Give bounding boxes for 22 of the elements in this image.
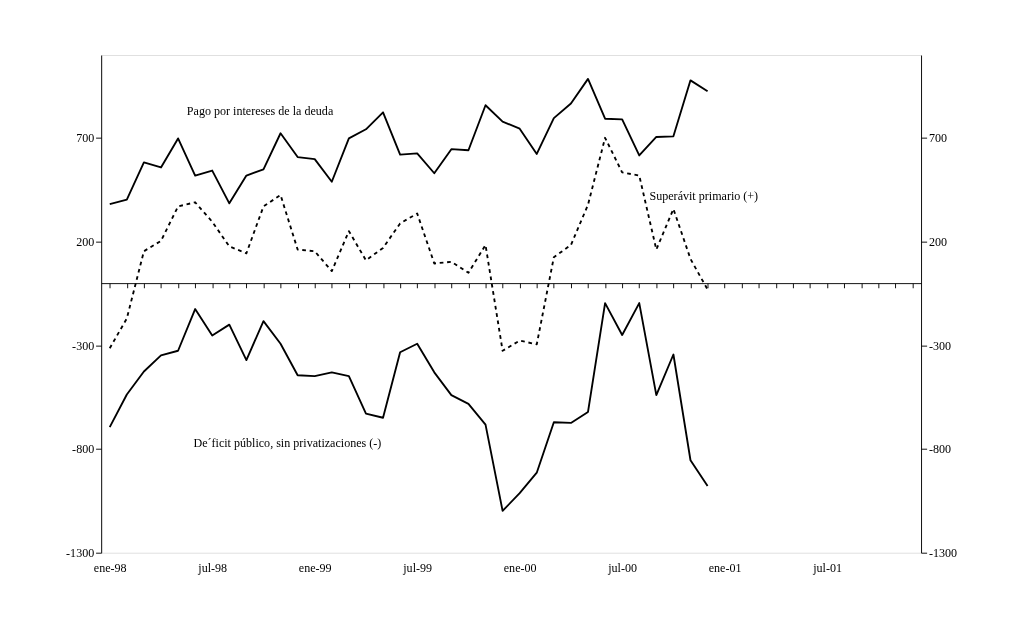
y2-tick-label: -1300 [928, 545, 958, 560]
x-tick-label: jul-98 [197, 560, 228, 575]
series-label: Pago por intereses de la deuda [186, 103, 334, 118]
x-tick-label: jul-99 [402, 560, 433, 575]
y-tick-label: -800 [72, 442, 95, 457]
x-tick-label: ene-98 [93, 560, 127, 575]
x-tick-label: jul-00 [607, 560, 638, 575]
y2-tick-label: -800 [928, 442, 952, 457]
x-tick-label: ene-00 [503, 560, 537, 575]
x-tick-label: ene-99 [298, 560, 332, 575]
x-tick-label: jul-01 [812, 560, 843, 575]
y-tick-label: -300 [72, 338, 95, 353]
y2-tick-label: 700 [928, 131, 948, 146]
series-label: De´ficit público, sin privatizaciones (-) [193, 435, 382, 450]
x-tick-label: ene-01 [708, 560, 742, 575]
series-label: Superávit primario (+) [649, 188, 759, 203]
y-tick-label: 700 [76, 131, 95, 146]
y2-tick-label: -300 [928, 338, 952, 353]
y-tick-label: -1300 [66, 545, 95, 560]
y-tick-label: 200 [76, 234, 95, 249]
line-series [108, 302, 709, 512]
y2-tick-label: 200 [928, 234, 948, 249]
